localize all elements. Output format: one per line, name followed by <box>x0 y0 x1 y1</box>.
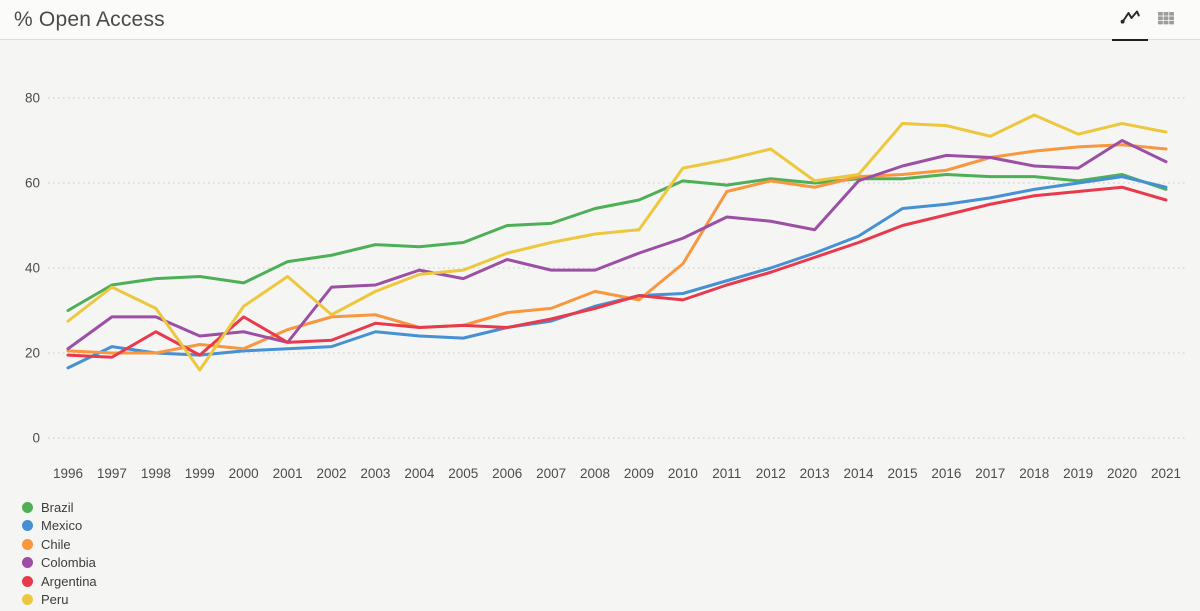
x-tick-label: 2001 <box>273 466 303 481</box>
x-tick-label: 2005 <box>448 466 478 481</box>
x-tick-label: 2009 <box>624 466 654 481</box>
x-tick-label: 1996 <box>53 466 83 481</box>
x-tick-label: 2014 <box>844 466 875 481</box>
x-tick-label: 2003 <box>360 466 390 481</box>
view-toggle <box>1112 0 1184 41</box>
x-tick-label: 2008 <box>580 466 610 481</box>
legend-label: Argentina <box>41 573 97 589</box>
table-view-button[interactable] <box>1148 0 1184 40</box>
y-tick-label: 80 <box>25 91 40 106</box>
x-tick-label: 2011 <box>712 466 741 481</box>
x-tick-label: 2004 <box>404 466 435 481</box>
table-icon <box>1156 8 1176 31</box>
legend-label: Chile <box>41 536 71 552</box>
x-tick-label: 2019 <box>1063 466 1093 481</box>
x-tick-label: 2017 <box>975 466 1005 481</box>
x-tick-label: 2016 <box>931 466 961 481</box>
legend-label: Brazil <box>41 499 74 515</box>
series-line-colombia <box>66 139 1168 351</box>
y-tick-label: 0 <box>32 431 40 446</box>
legend-dot-icon <box>22 575 33 587</box>
gridlines <box>48 97 1188 439</box>
x-tick-label: 2015 <box>887 466 917 481</box>
legend-item-brazil: Brazil <box>22 498 97 516</box>
legend-dot-icon <box>22 501 33 513</box>
legend-dot-icon <box>22 520 33 531</box>
x-tick-label: 2020 <box>1107 466 1137 481</box>
y-tick-label: 40 <box>25 261 40 276</box>
series-line-peru <box>66 113 1168 372</box>
legend-label: Peru <box>41 592 69 607</box>
legend-dot-icon <box>22 538 33 550</box>
legend-item-chile: Chile <box>22 535 97 553</box>
x-tick-label: 2007 <box>536 466 566 481</box>
x-tick-label: 2000 <box>229 466 259 481</box>
header: % Open Access <box>0 0 1200 41</box>
x-tick-label: 1998 <box>141 466 171 481</box>
y-tick-label: 20 <box>25 346 40 361</box>
y-tick-label: 60 <box>25 176 40 191</box>
series-line-chile <box>66 143 1168 355</box>
y-axis-labels: 0 20 40 60 80 <box>25 91 40 446</box>
x-tick-label: 1997 <box>97 466 127 481</box>
x-tick-label: 2013 <box>800 466 830 481</box>
legend-item-argentina: Argentina <box>22 572 97 590</box>
x-tick-label: 2002 <box>316 466 346 481</box>
chart-legend: Brazil Mexico Chile Colombia Argentina Peru <box>22 498 97 609</box>
legend-label: Mexico <box>41 518 83 533</box>
legend-item-mexico: Mexico <box>22 517 97 535</box>
legend-item-colombia: Colombia <box>22 554 97 572</box>
x-tick-label: 1999 <box>185 466 215 481</box>
x-tick-label: 2006 <box>492 466 522 481</box>
x-tick-label: 2012 <box>756 466 786 481</box>
series-line-brazil <box>66 173 1168 312</box>
chart-view-button[interactable] <box>1112 0 1148 41</box>
x-tick-label: 2018 <box>1019 466 1049 481</box>
x-tick-label: 2010 <box>668 466 698 481</box>
legend-item-peru: Peru <box>22 591 97 609</box>
x-axis-labels: 1996 1997 1998 1999 2000 2001 2002 2003 2004 2005… <box>53 466 1181 481</box>
legend-dot-icon <box>22 594 33 605</box>
x-tick-label: 2021 <box>1151 466 1181 481</box>
legend-label: Colombia <box>41 555 96 570</box>
page-title: % Open Access <box>14 7 165 31</box>
legend-dot-icon <box>22 557 33 568</box>
series-line-argentina <box>66 185 1168 359</box>
line-chart-icon <box>1118 6 1142 33</box>
